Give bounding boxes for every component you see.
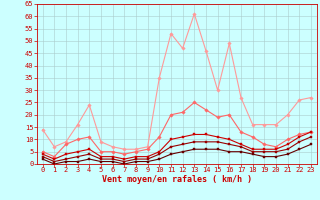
X-axis label: Vent moyen/en rafales ( km/h ): Vent moyen/en rafales ( km/h ) <box>102 175 252 184</box>
